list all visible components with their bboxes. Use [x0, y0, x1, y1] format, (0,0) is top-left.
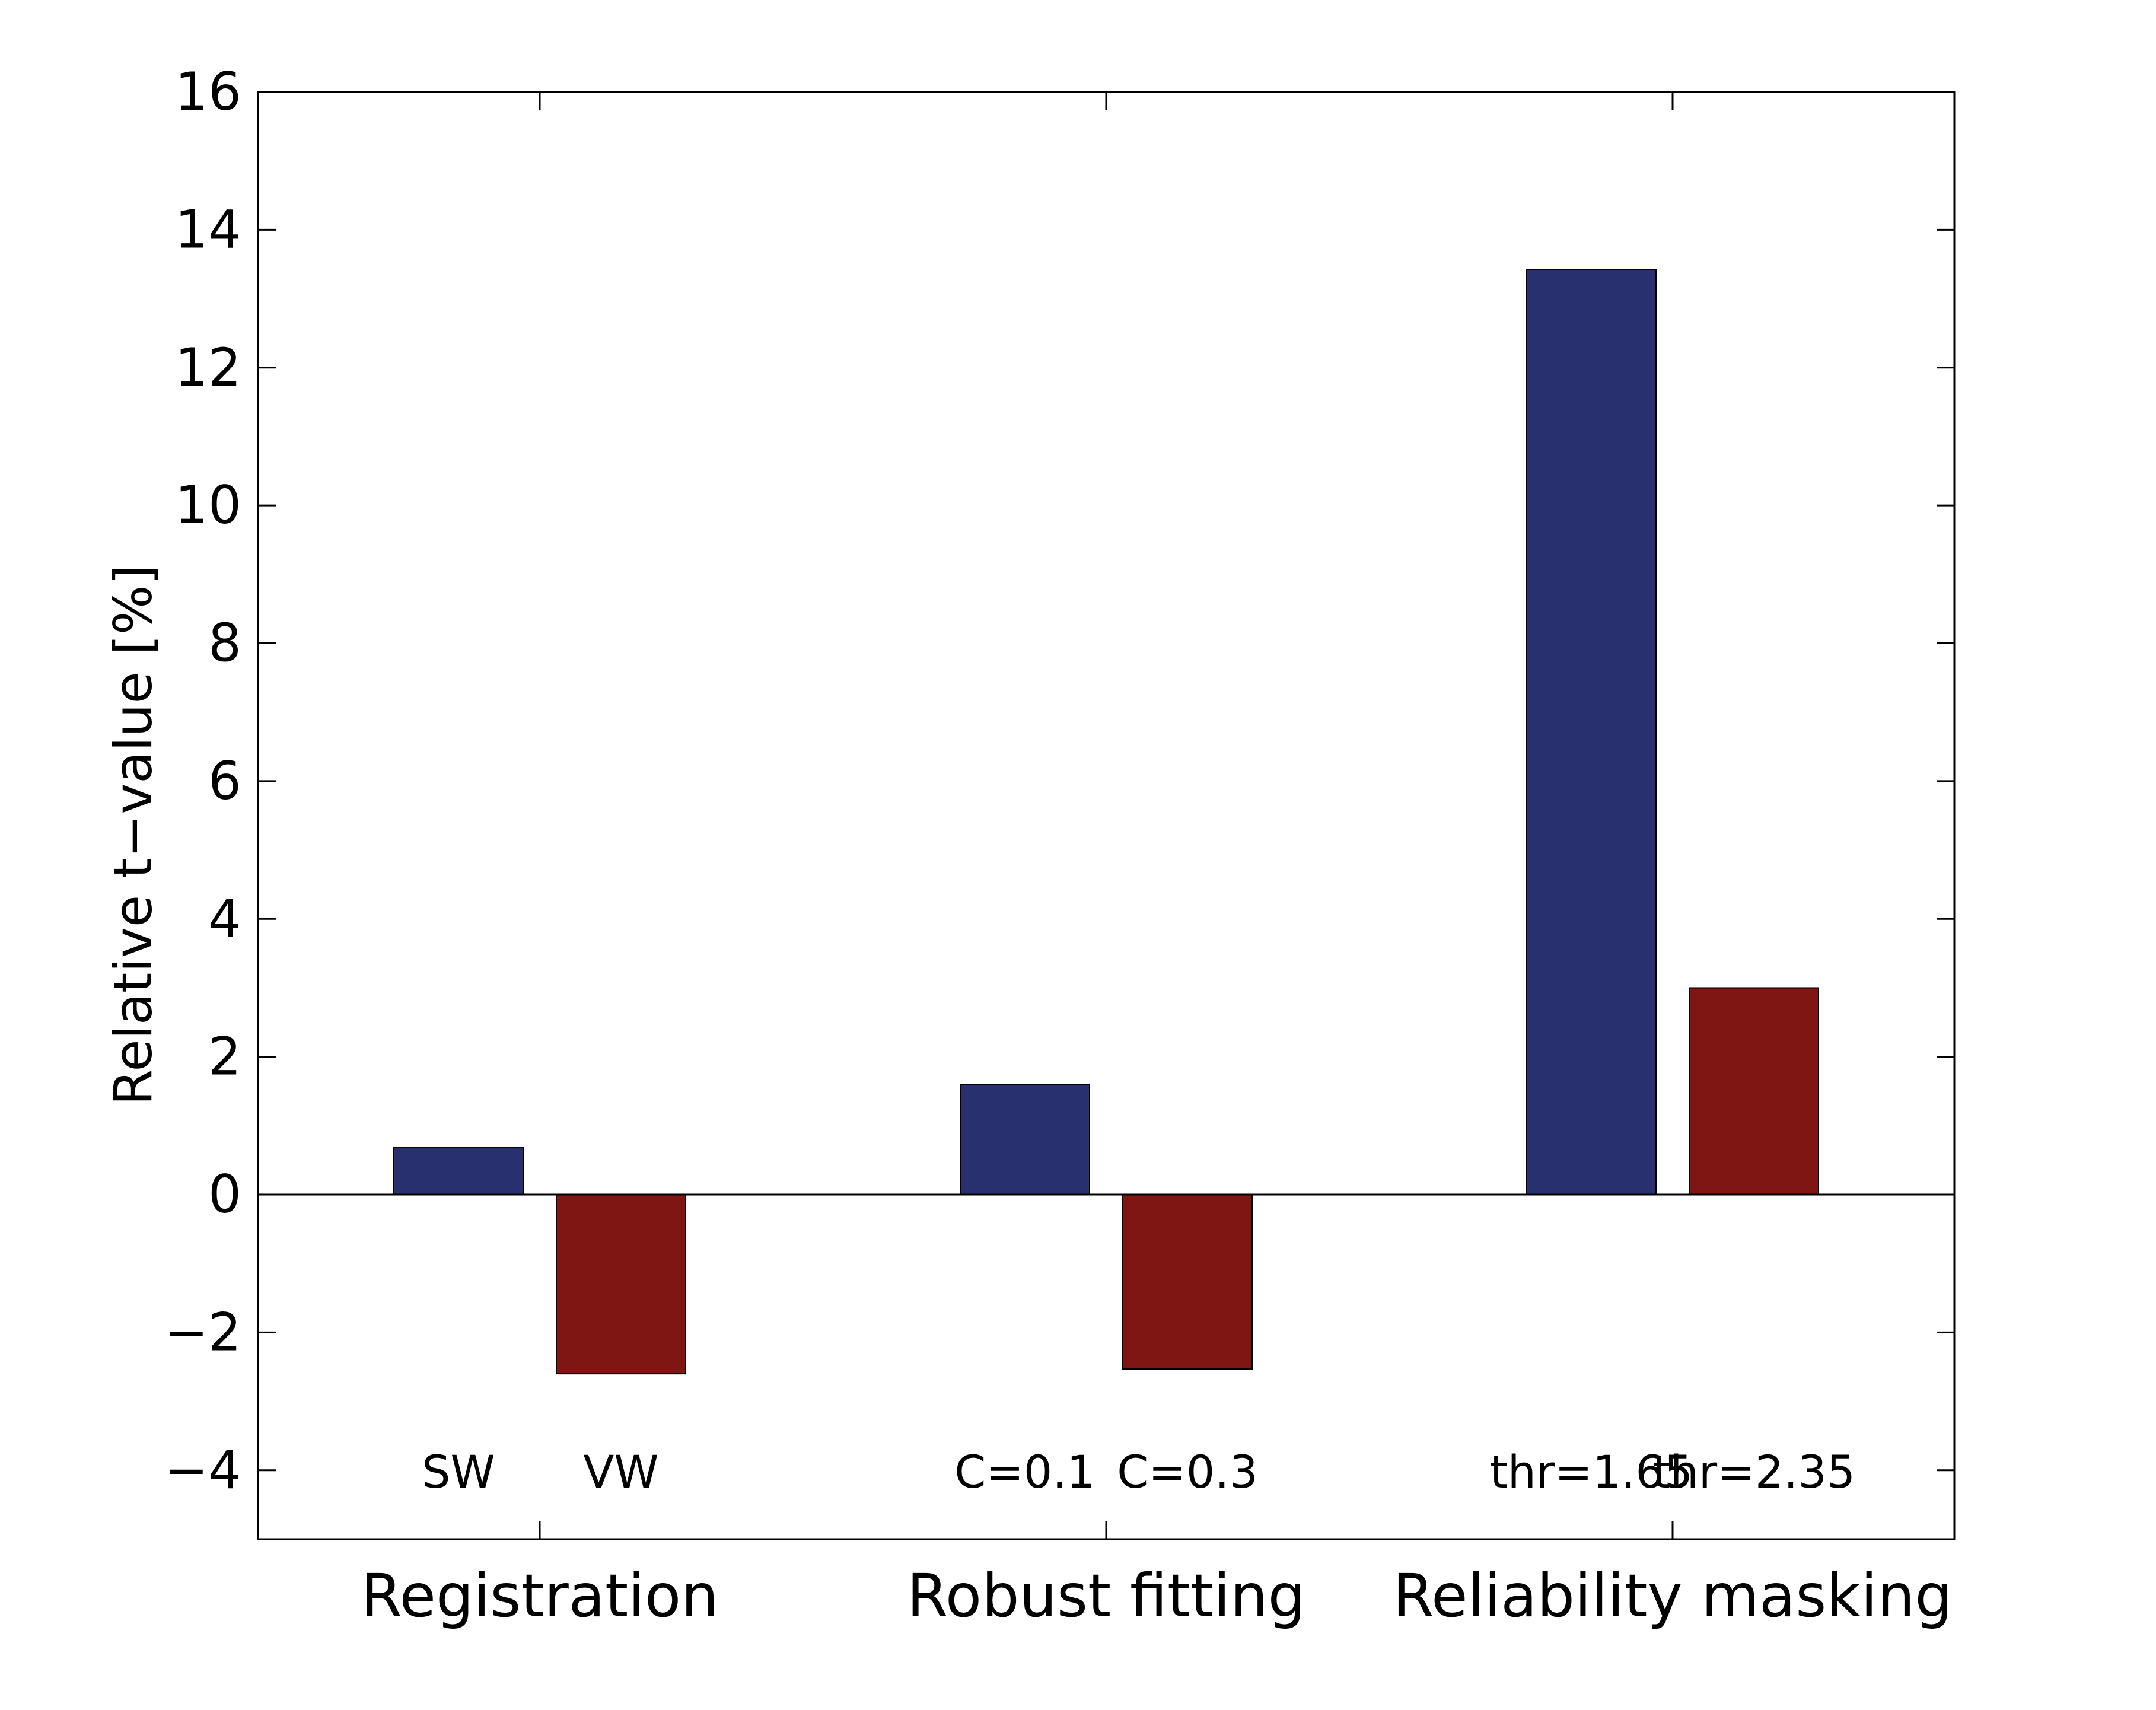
bar: [1122, 1194, 1253, 1370]
y-tick-label: 4: [208, 888, 241, 949]
y-tick-label: 8: [208, 613, 241, 674]
plot-frame: [257, 91, 1956, 1540]
bar: [556, 1194, 686, 1375]
bar: [1526, 269, 1657, 1196]
bar-label: C=0.3: [1117, 1445, 1258, 1498]
group-labels: Registration Robust fitting Reliability ma…: [361, 1561, 1952, 1631]
bar-label: C=0.1: [954, 1445, 1095, 1498]
y-tick-label: −4: [164, 1440, 241, 1501]
group-label: Reliability masking: [1393, 1561, 1953, 1631]
tick-marks: [258, 91, 1954, 1539]
y-tick-label: 16: [175, 61, 241, 122]
y-tick-label: 6: [208, 750, 241, 811]
bars: [393, 269, 1819, 1375]
bar: [1689, 987, 1819, 1196]
group-label: Robust fitting: [907, 1561, 1305, 1631]
y-tick-label: 0: [208, 1164, 241, 1225]
bar: [960, 1084, 1090, 1196]
y-tick-label: −2: [164, 1301, 241, 1362]
bar-label: SW: [422, 1445, 495, 1498]
bar-label: thr=1.65: [1490, 1445, 1693, 1498]
y-tick-label: 12: [175, 337, 241, 398]
y-tick-label: 14: [175, 199, 241, 260]
y-axis-title: Relative t−value [%]: [103, 565, 164, 1106]
y-tick-label: 2: [208, 1026, 241, 1087]
y-tick-label: 10: [175, 475, 241, 536]
y-tick-labels: 16 14 12 10 8 6 4 2 0 −2 −4: [164, 61, 241, 1501]
bar: [393, 1147, 524, 1196]
bar-label: thr=2.35: [1652, 1445, 1855, 1498]
group-label: Registration: [361, 1561, 718, 1631]
bar-label: VW: [583, 1445, 658, 1498]
